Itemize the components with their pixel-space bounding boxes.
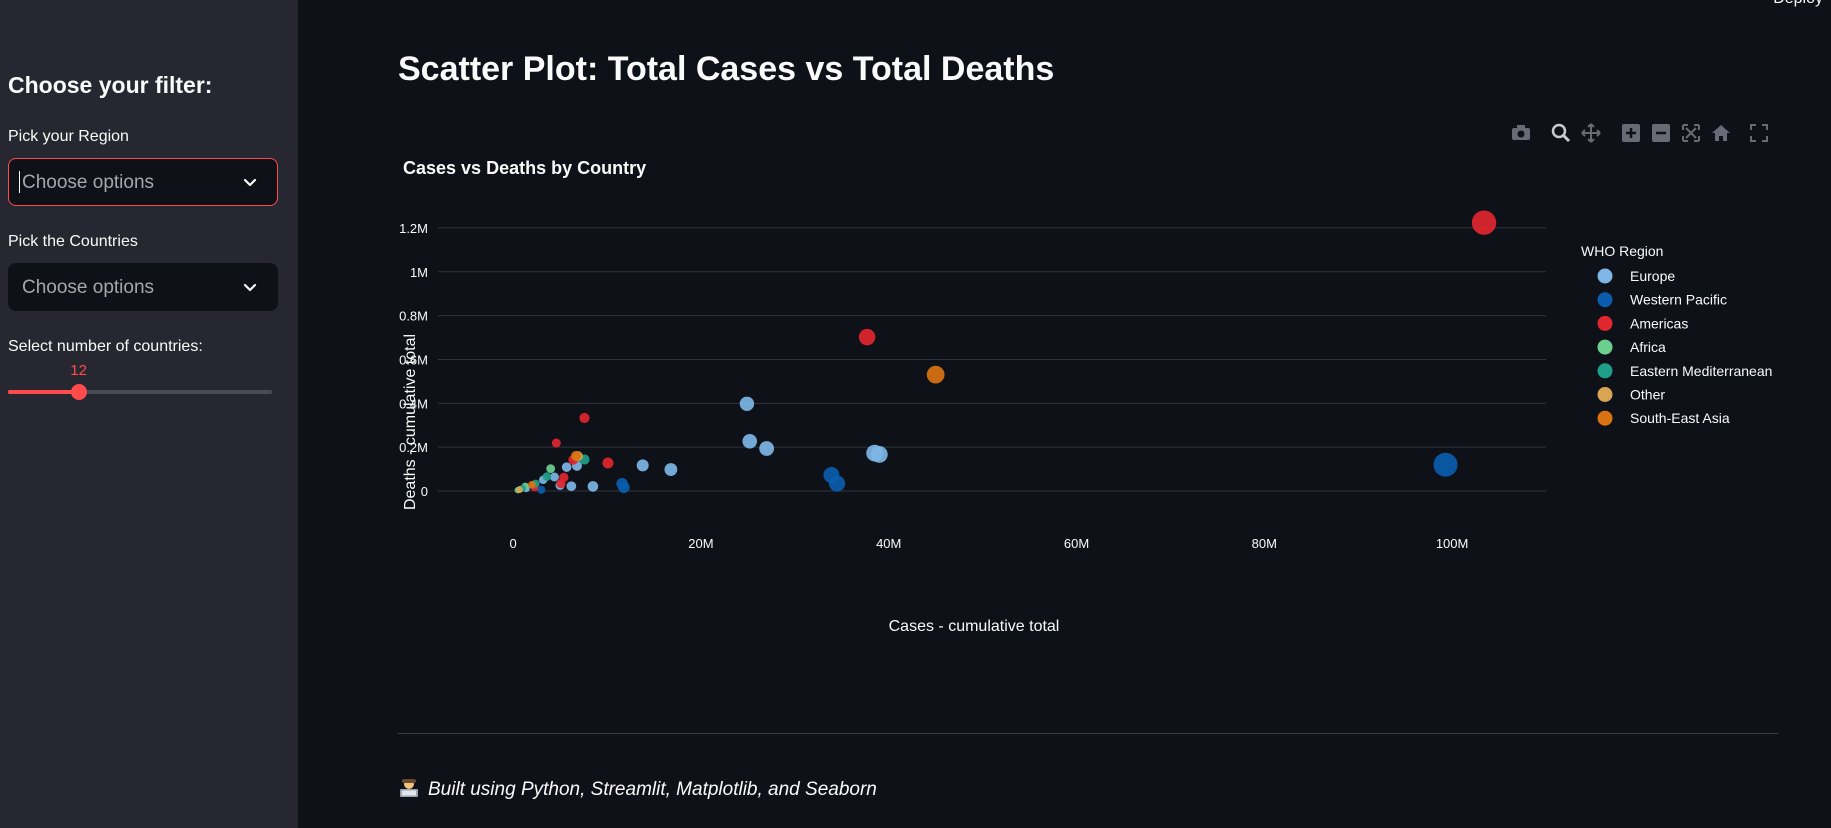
x-axis-ticks: 0 20M 40M 60M 80M 100M xyxy=(510,536,1469,551)
x-tick-label: 20M xyxy=(688,536,713,551)
data-point[interactable] xyxy=(571,450,582,461)
zoom-in-icon[interactable] xyxy=(1620,122,1642,144)
y-tick-label: 1.2M xyxy=(399,221,428,236)
data-point[interactable] xyxy=(537,485,546,494)
legend-marker xyxy=(1597,268,1613,284)
legend-marker xyxy=(1597,387,1613,402)
data-point[interactable] xyxy=(742,433,758,449)
data-point[interactable] xyxy=(579,412,590,424)
y-tick-label: 0 xyxy=(421,484,428,499)
legend[interactable]: WHO Region Europe Western Pacific Americas… xyxy=(1581,243,1772,426)
data-point[interactable] xyxy=(566,481,577,492)
y-tick-label: 0.4M xyxy=(399,396,428,411)
data-point[interactable] xyxy=(542,472,552,481)
x-tick-label: 60M xyxy=(1064,536,1089,551)
legend-marker xyxy=(1597,292,1613,308)
data-point[interactable] xyxy=(636,459,649,472)
data-point[interactable] xyxy=(556,478,566,489)
scatter-chart[interactable]: Cases vs Deaths by Country 0 0.2M 0.4M 0.6M… xyxy=(398,150,1778,650)
legend-item[interactable]: Europe xyxy=(1630,268,1675,284)
countries-label: Pick the Countries xyxy=(8,233,138,250)
countries-placeholder: Choose options xyxy=(22,277,155,298)
x-tick-label: 0 xyxy=(510,536,517,551)
legend-item[interactable]: Africa xyxy=(1630,339,1666,355)
data-point[interactable] xyxy=(1471,210,1497,235)
data-point[interactable] xyxy=(870,446,888,463)
data-point[interactable] xyxy=(618,481,630,494)
footer-text: Built using Python, Streamlit, Matplotli… xyxy=(428,779,877,800)
page-title: Scatter Plot: Total Cases vs Total Death… xyxy=(398,50,1055,88)
camera-icon[interactable] xyxy=(1510,122,1532,144)
data-point[interactable] xyxy=(546,464,556,474)
slider-track[interactable] xyxy=(8,390,272,394)
data-point[interactable] xyxy=(602,457,614,469)
chevron-down-icon[interactable] xyxy=(241,279,259,297)
data-point[interactable] xyxy=(587,481,599,492)
x-axis-label: Cases - cumulative total xyxy=(889,618,1060,635)
slider-thumb[interactable] xyxy=(71,384,88,400)
x-tick-label: 40M xyxy=(876,536,901,551)
data-point[interactable] xyxy=(926,365,945,384)
zoom-icon[interactable] xyxy=(1550,122,1572,144)
autoscale-icon[interactable] xyxy=(1680,122,1702,144)
deploy-button[interactable]: Deploy xyxy=(1773,0,1823,8)
legend-marker xyxy=(1597,315,1613,331)
data-point[interactable] xyxy=(858,328,876,346)
technologist-icon xyxy=(400,779,418,797)
slider-fill xyxy=(8,390,80,394)
data-point[interactable] xyxy=(551,438,561,448)
legend-item[interactable]: South-East Asia xyxy=(1630,410,1730,426)
chart-title: Cases vs Deaths by Country xyxy=(403,158,646,178)
data-point[interactable] xyxy=(739,396,755,411)
divider xyxy=(398,733,1778,734)
data-point[interactable] xyxy=(664,463,678,476)
data-point[interactable] xyxy=(759,441,775,456)
region-multiselect[interactable]: Choose options xyxy=(8,158,278,206)
data-point[interactable] xyxy=(549,472,559,482)
legend-marker xyxy=(1597,410,1613,426)
data-point[interactable] xyxy=(561,462,572,472)
footer: Built using Python, Streamlit, Matplotli… xyxy=(398,778,877,801)
y-tick-label: 1M xyxy=(410,265,428,280)
sidebar-heading: Choose your filter: xyxy=(8,72,213,98)
chevron-down-icon[interactable] xyxy=(241,174,259,192)
reset-axes-icon[interactable] xyxy=(1710,122,1732,144)
legend-marker xyxy=(1597,363,1613,379)
data-point[interactable] xyxy=(1433,452,1458,477)
slider-label: Select number of countries: xyxy=(8,338,203,355)
chart-gridlines xyxy=(438,227,1546,492)
legend-title: WHO Region xyxy=(1581,243,1663,259)
y-axis-label: Deaths - cumulative total xyxy=(402,334,419,510)
data-point[interactable] xyxy=(528,480,536,489)
fullscreen-icon[interactable] xyxy=(1748,122,1770,144)
countries-multiselect[interactable]: Choose options xyxy=(8,263,278,311)
zoom-out-icon[interactable] xyxy=(1650,122,1672,144)
text-cursor xyxy=(19,171,20,193)
data-point[interactable] xyxy=(828,475,846,492)
slider-value: 12 xyxy=(70,362,87,379)
y-tick-label: 0.8M xyxy=(399,309,428,324)
x-tick-label: 100M xyxy=(1436,536,1469,551)
legend-item[interactable]: Americas xyxy=(1630,315,1688,331)
pan-icon[interactable] xyxy=(1580,122,1602,144)
y-tick-label: 0.6M xyxy=(399,352,428,367)
legend-item[interactable]: Western Pacific xyxy=(1630,292,1727,308)
y-tick-label: 0.2M xyxy=(399,440,428,455)
legend-item[interactable]: Other xyxy=(1630,387,1665,403)
legend-marker xyxy=(1597,339,1613,355)
y-axis-ticks: 0 0.2M 0.4M 0.6M 0.8M 1M 1.2M xyxy=(399,221,428,499)
sidebar: Choose your filter: Pick your Region Cho… xyxy=(0,0,298,828)
scatter-points[interactable] xyxy=(514,210,1497,494)
region-label: Pick your Region xyxy=(8,128,129,145)
chart-container: Cases vs Deaths by Country 0 0.2M 0.4M 0.6M… xyxy=(398,150,1778,650)
data-point[interactable] xyxy=(516,486,523,494)
legend-item[interactable]: Eastern Mediterranean xyxy=(1630,363,1772,379)
x-tick-label: 80M xyxy=(1252,536,1277,551)
region-placeholder: Choose options xyxy=(22,172,155,193)
